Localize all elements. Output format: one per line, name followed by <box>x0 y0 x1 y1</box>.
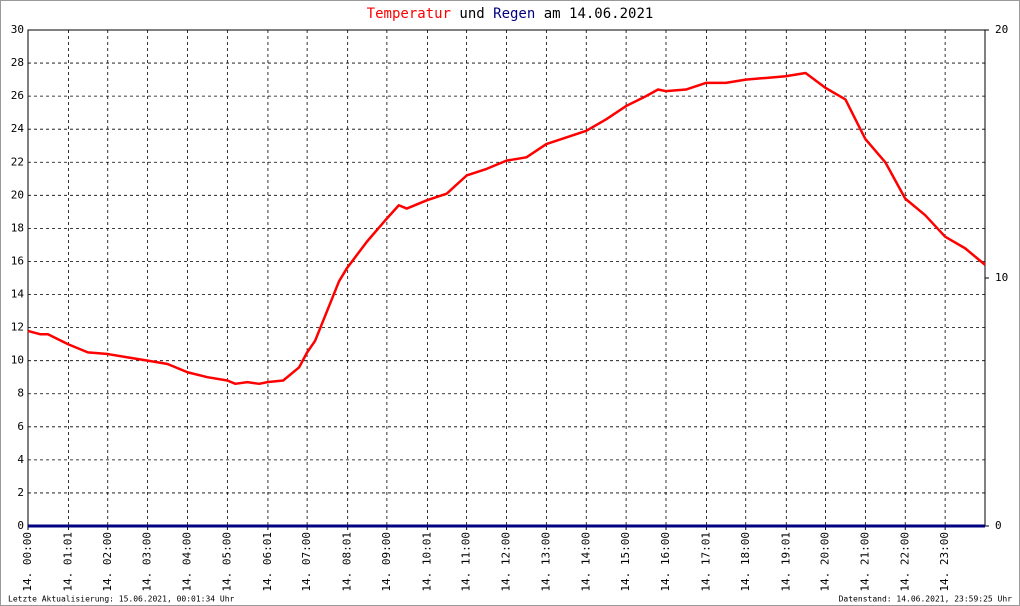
x-tick-label: 14. 11:00 <box>460 532 473 592</box>
y-tick-label: 8 <box>17 387 24 400</box>
y-tick-label: 6 <box>17 420 24 433</box>
y-tick-label: 14 <box>11 288 25 301</box>
x-tick-label: 14. 18:00 <box>739 532 752 592</box>
x-tick-label: 14. 06:01 <box>261 532 274 592</box>
x-tick-label: 14. 22:00 <box>898 532 911 592</box>
chart-title: Temperatur und Regen am 14.06.2021 <box>367 6 654 22</box>
y-tick-label: 24 <box>11 122 25 135</box>
x-tick-label: 14. 10:01 <box>420 532 433 592</box>
y-tick-label: 12 <box>11 321 24 334</box>
x-tick-label: 14. 05:00 <box>220 532 233 592</box>
x-tick-label: 14. 14:00 <box>579 532 592 592</box>
y-tick-label: 30 <box>11 23 24 36</box>
x-tick-label: 14. 13:00 <box>539 532 552 592</box>
footer: Letzte Aktualisierung: 15.06.2021, 00:01… <box>8 595 235 604</box>
title-series: Regen <box>493 6 535 22</box>
x-tick-label: 14. 08:01 <box>341 532 354 592</box>
y-tick-label: 18 <box>11 221 24 234</box>
y-tick-label: 0 <box>17 519 24 532</box>
series-line <box>27 71 986 386</box>
x-tick-label: 14. 03:00 <box>141 532 154 592</box>
y-tick-label: 2 <box>17 486 24 499</box>
y-tick-label: 20 <box>11 188 24 201</box>
x-tick-label: 14. 17:01 <box>700 532 713 592</box>
x-tick-label: 14. 00:00 <box>21 532 34 592</box>
y-tick-label: 16 <box>11 254 24 267</box>
y2-tick-label: 20 <box>995 23 1008 36</box>
x-tick-label: 14. 09:00 <box>380 532 393 592</box>
y2-tick-label: 0 <box>995 519 1002 532</box>
x-tick-label: 14. 21:00 <box>858 532 871 592</box>
x-tick-label: 14. 12:00 <box>500 532 513 592</box>
x-tick-label: 14. 04:00 <box>181 532 194 592</box>
y2-tick-label: 10 <box>995 271 1008 284</box>
y-tick-label: 10 <box>11 354 24 367</box>
x-tick-label: 14. 15:00 <box>619 532 632 592</box>
title-series: Temperatur <box>367 6 451 22</box>
x-tick-label: 14. 01:01 <box>62 532 75 592</box>
title-text: am 14.06.2021 <box>544 6 654 22</box>
x-tick-label: 14. 02:00 <box>101 532 114 592</box>
x-tick-label: 14. 19:01 <box>779 532 792 592</box>
x-tick-label: 14. 20:00 <box>819 532 832 592</box>
y-tick-label: 22 <box>11 155 24 168</box>
x-tick-label: 14. 07:00 <box>300 532 313 592</box>
x-tick-label: 14. 23:00 <box>938 532 951 592</box>
y-tick-label: 28 <box>11 56 24 69</box>
y-tick-label: 26 <box>11 89 24 102</box>
y-tick-label: 4 <box>17 453 24 466</box>
title-text: und <box>459 6 484 22</box>
footer: Datenstand: 14.06.2021, 23:59:25 Uhr <box>839 595 1013 604</box>
x-tick-label: 14. 16:00 <box>659 532 672 592</box>
